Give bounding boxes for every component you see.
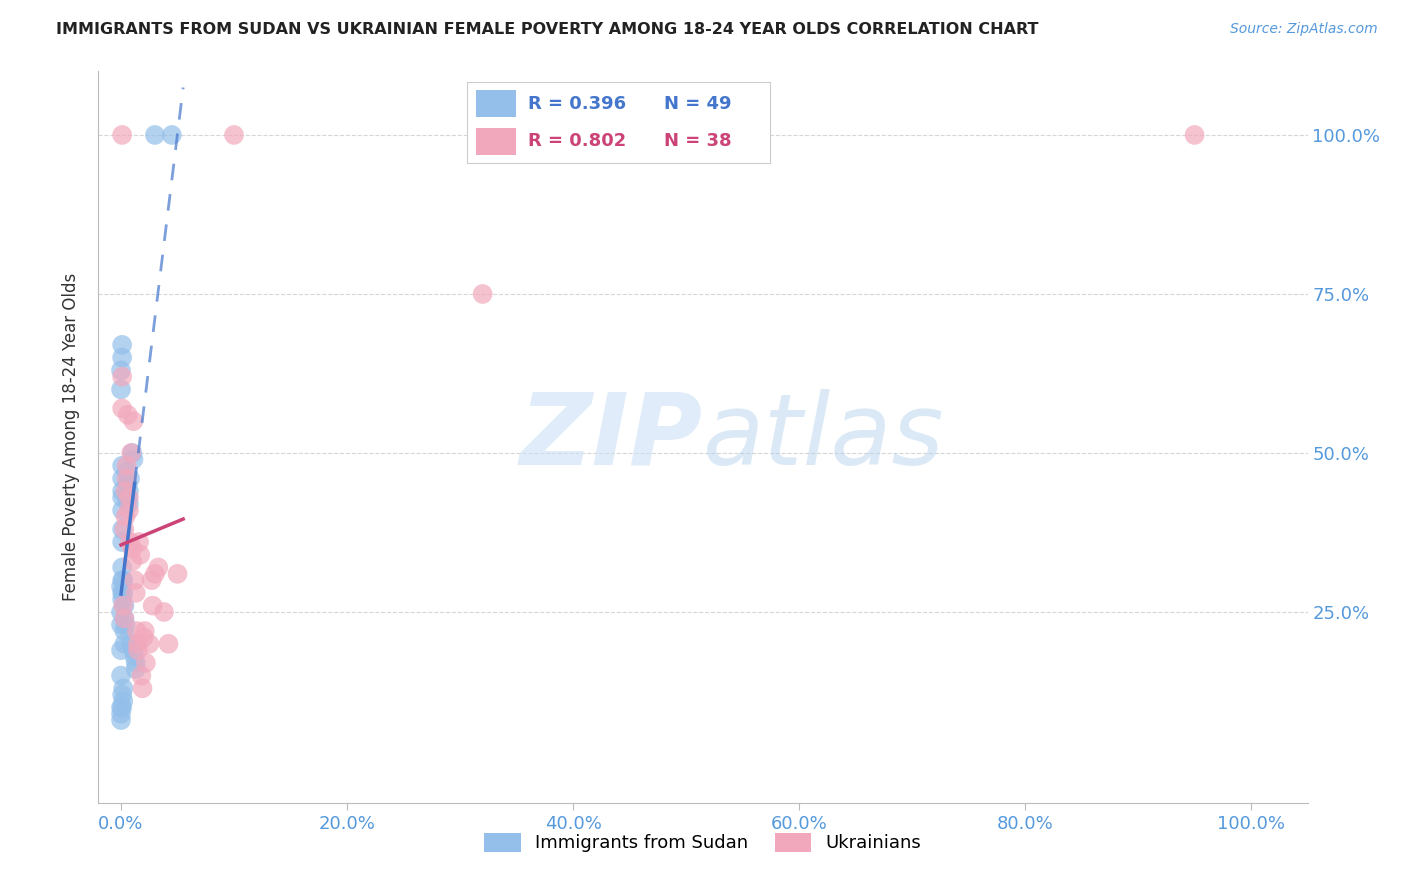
Point xyxy=(131,681,153,696)
Point xyxy=(112,611,135,625)
Point xyxy=(110,617,132,632)
Point xyxy=(125,624,148,638)
Text: atlas: atlas xyxy=(703,389,945,485)
Point xyxy=(115,491,138,505)
Point xyxy=(111,573,134,587)
Point xyxy=(110,383,132,397)
Point xyxy=(115,465,138,479)
Point xyxy=(118,503,141,517)
Point xyxy=(122,452,145,467)
Point xyxy=(121,554,143,568)
Point xyxy=(110,700,132,714)
Point xyxy=(111,586,134,600)
Point xyxy=(121,541,143,556)
Point xyxy=(115,477,138,491)
Point xyxy=(129,548,152,562)
Legend: Immigrants from Sudan, Ukrainians: Immigrants from Sudan, Ukrainians xyxy=(477,826,929,860)
Point xyxy=(111,491,134,505)
Point xyxy=(112,573,135,587)
Point xyxy=(134,624,156,638)
Point xyxy=(125,662,148,676)
Point xyxy=(110,713,132,727)
Point xyxy=(110,706,132,721)
Text: Source: ZipAtlas.com: Source: ZipAtlas.com xyxy=(1230,22,1378,37)
Point xyxy=(117,491,139,505)
Point xyxy=(111,592,134,607)
Point xyxy=(132,631,155,645)
Point xyxy=(118,497,141,511)
Point xyxy=(111,700,134,714)
Point xyxy=(112,624,135,638)
Y-axis label: Female Poverty Among 18-24 Year Olds: Female Poverty Among 18-24 Year Olds xyxy=(62,273,80,601)
Point xyxy=(111,338,134,352)
Point xyxy=(111,401,134,416)
Point xyxy=(125,656,148,670)
Point xyxy=(1184,128,1206,142)
Point xyxy=(112,694,135,708)
Point xyxy=(127,637,149,651)
Point xyxy=(115,458,138,473)
Text: ZIP: ZIP xyxy=(520,389,703,485)
Point xyxy=(110,668,132,682)
Point xyxy=(117,408,139,422)
Point xyxy=(120,637,142,651)
Point xyxy=(112,586,135,600)
Point xyxy=(471,287,494,301)
Point xyxy=(115,471,138,485)
Point xyxy=(111,471,134,485)
Point xyxy=(127,643,149,657)
Point xyxy=(135,656,157,670)
Point xyxy=(112,599,135,613)
Point xyxy=(143,566,166,581)
Point xyxy=(111,522,134,536)
Point xyxy=(148,560,170,574)
Point xyxy=(120,535,142,549)
Point xyxy=(131,668,153,682)
Point xyxy=(122,414,145,428)
Point xyxy=(112,637,135,651)
Point xyxy=(143,128,166,142)
Point xyxy=(111,560,134,574)
Point xyxy=(124,573,146,587)
Point xyxy=(112,522,135,536)
Point xyxy=(120,471,142,485)
Point xyxy=(111,458,134,473)
Point xyxy=(118,491,141,505)
Point xyxy=(111,351,134,365)
Point xyxy=(120,446,142,460)
Text: IMMIGRANTS FROM SUDAN VS UKRAINIAN FEMALE POVERTY AMONG 18-24 YEAR OLDS CORRELAT: IMMIGRANTS FROM SUDAN VS UKRAINIAN FEMAL… xyxy=(56,22,1039,37)
Point xyxy=(112,681,135,696)
Point xyxy=(111,535,134,549)
Point xyxy=(112,611,135,625)
Point xyxy=(121,446,143,460)
Point xyxy=(166,566,188,581)
Point xyxy=(114,509,136,524)
Point xyxy=(110,643,132,657)
Point xyxy=(111,369,134,384)
Point xyxy=(111,503,134,517)
Point xyxy=(114,484,136,499)
Point xyxy=(117,477,139,491)
Point xyxy=(122,643,145,657)
Point xyxy=(110,605,132,619)
Point xyxy=(110,363,132,377)
Point xyxy=(153,605,176,619)
Point xyxy=(118,484,141,499)
Point xyxy=(110,580,132,594)
Point xyxy=(128,535,150,549)
Point xyxy=(142,599,165,613)
Point xyxy=(157,637,180,651)
Point xyxy=(138,637,160,651)
Point xyxy=(111,688,134,702)
Point xyxy=(111,484,134,499)
Point xyxy=(114,617,136,632)
Point xyxy=(160,128,183,142)
Point xyxy=(111,128,134,142)
Point xyxy=(124,649,146,664)
Point xyxy=(125,586,148,600)
Point xyxy=(222,128,245,142)
Point xyxy=(141,573,163,587)
Point xyxy=(112,599,135,613)
